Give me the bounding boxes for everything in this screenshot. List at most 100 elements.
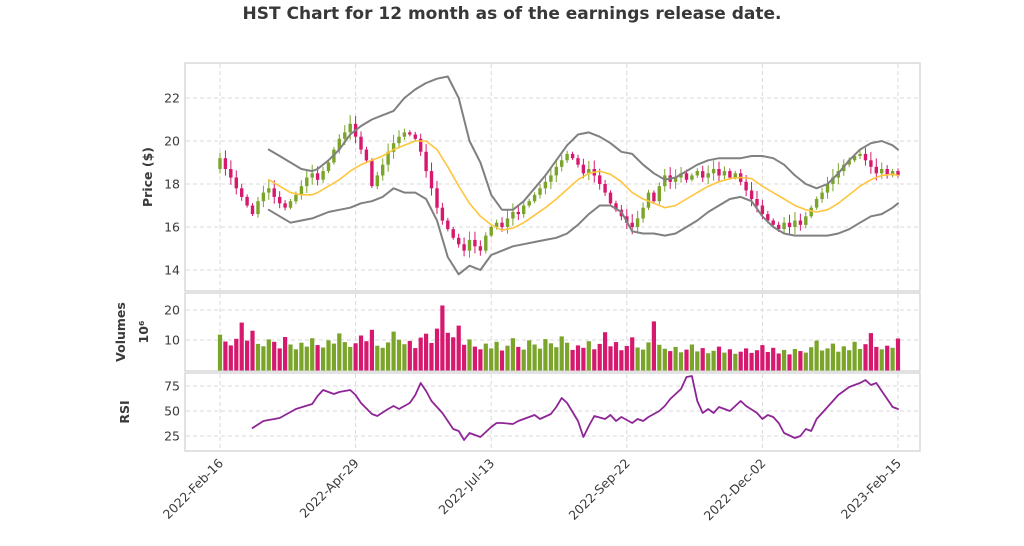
volume-bar (223, 341, 228, 371)
volume-bar (413, 348, 418, 371)
candle-body (505, 218, 510, 227)
volume-bar (814, 340, 819, 371)
volume-bar (348, 346, 353, 371)
volume-bar (418, 337, 423, 371)
y-tick-label: 22 (164, 91, 180, 106)
y-tick-label: 75 (164, 379, 180, 394)
candle-body (457, 237, 461, 245)
candle-body (419, 138, 423, 152)
volume-bar (586, 341, 591, 371)
volume-bar (228, 345, 233, 371)
candle-body (809, 207, 813, 217)
candle-body (321, 171, 325, 180)
candle-body (733, 173, 737, 178)
volume-bar (765, 352, 770, 371)
candle-body (424, 151, 428, 172)
candle-body (825, 184, 830, 193)
volume-bar (315, 345, 320, 371)
volume-bar (353, 343, 358, 371)
volume-bar (738, 351, 743, 371)
candle-body (359, 136, 363, 150)
volume-bar (396, 339, 402, 371)
volume-bar (283, 337, 288, 371)
volume-bar (890, 347, 895, 371)
candle-body (814, 199, 819, 208)
candle-body (462, 244, 466, 251)
x-tick-label: 2022-Jul-13 (435, 456, 497, 518)
candle-body (728, 171, 732, 178)
volume-bar (299, 342, 304, 371)
candle-body (299, 186, 304, 195)
candle-body (706, 173, 710, 178)
volume-bar (310, 338, 315, 371)
volume-bar (678, 352, 684, 371)
x-tick-label: 2022-Sep-22 (566, 456, 633, 523)
volume-bar (386, 342, 391, 371)
candle-body (337, 138, 341, 150)
candle-body (288, 201, 293, 208)
volume-bar (494, 341, 499, 371)
x-tick-label: 2022-Dec-02 (701, 456, 769, 524)
candle-body (278, 196, 282, 204)
candle-body (749, 190, 754, 200)
candle-body (880, 169, 884, 174)
candle-body (516, 212, 520, 215)
volume-bar (809, 347, 814, 371)
volume-bar (895, 338, 901, 371)
candle-body (256, 201, 260, 215)
volume-panel-content (217, 305, 901, 371)
candle-body (560, 160, 564, 167)
candle-body (305, 177, 309, 187)
candle-body (858, 153, 862, 156)
rsi-axis-label: RSI (117, 400, 132, 423)
volume-bar (608, 346, 613, 371)
volume-bar (440, 305, 445, 371)
volume-bar (321, 347, 326, 371)
candle-body (755, 199, 759, 206)
candle-body (245, 196, 249, 206)
x-tick-label: 2022-Feb-16 (160, 455, 226, 521)
volume-bar (255, 343, 261, 371)
candle-body (587, 169, 591, 174)
y-tick-label: 50 (164, 404, 180, 419)
volume-bar (874, 346, 879, 371)
volume-bar (820, 350, 825, 371)
volume-bar (771, 347, 776, 371)
candle-body (684, 173, 689, 180)
candle-body (771, 220, 775, 225)
volume-bar (695, 351, 700, 371)
volume-bar (879, 349, 884, 371)
volume-bar (554, 347, 559, 371)
price-panel-content (218, 75, 900, 276)
volume-bar (261, 346, 266, 371)
volume-bar (852, 341, 857, 371)
volume-axis-unit: 10⁶ (136, 321, 151, 344)
volume-bar (635, 347, 640, 371)
volume-bar (337, 333, 342, 371)
volume-bar (684, 349, 689, 371)
volume-bar (825, 348, 830, 371)
volume-bar (570, 349, 575, 371)
volume-bar (706, 353, 711, 371)
candle-body (890, 171, 895, 176)
volume-bar (565, 342, 570, 371)
candle-body (494, 222, 499, 227)
volume-bar (521, 349, 526, 371)
candle-body (386, 151, 390, 165)
volume-bar (830, 343, 835, 371)
candle-body (484, 235, 488, 251)
volume-bar (537, 348, 543, 371)
candle-body (760, 205, 765, 215)
volume-bar (234, 338, 239, 371)
candle-body (603, 184, 607, 193)
volume-bar (847, 350, 852, 371)
volume-bar (478, 349, 483, 371)
candle-body (381, 164, 385, 176)
candle-body (576, 158, 580, 165)
candle-body (804, 216, 808, 225)
candle-body (598, 175, 602, 184)
y-tick-label: 18 (164, 177, 180, 192)
candle-body (315, 173, 320, 180)
